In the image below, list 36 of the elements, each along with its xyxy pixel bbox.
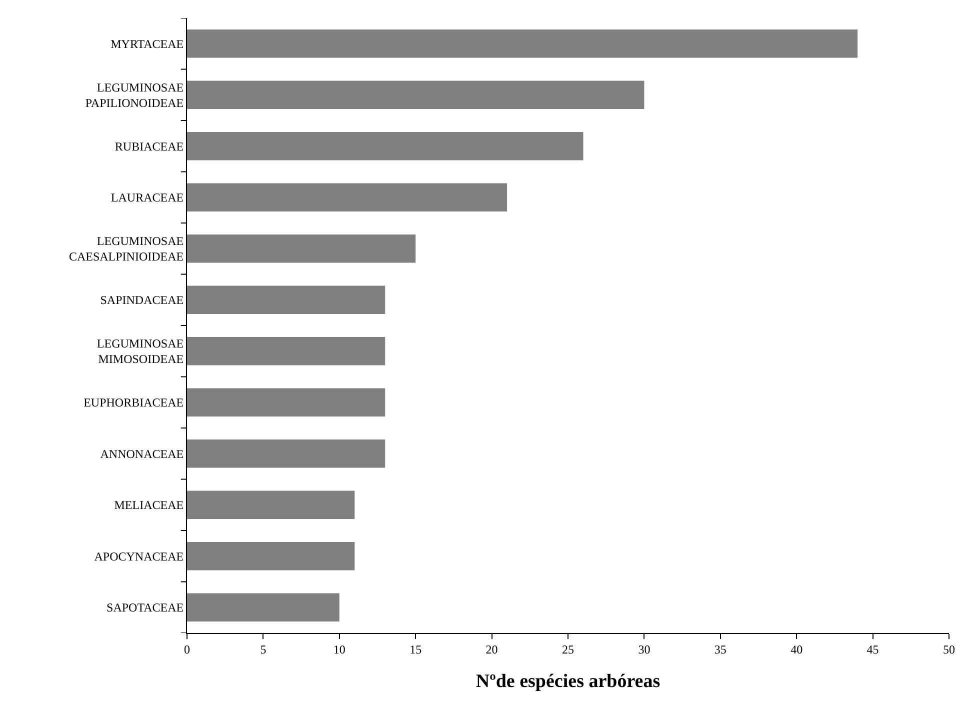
bar [187,30,858,58]
x-tick-label: 10 [333,642,346,656]
x-tick-label: 5 [260,642,266,656]
x-axis-title: Nºde espécies arbóreas [476,671,660,692]
bar [187,132,584,160]
bar [187,80,644,109]
x-tick-label: 45 [866,642,879,656]
y-tick-label: MYRTACEAE [110,36,184,51]
x-tick-label: 20 [486,642,498,656]
bar [187,440,386,468]
bar [187,286,386,314]
y-tick-label: LEGUMINOSAE MIMOSOIDEAE [96,336,184,366]
bar [187,337,386,366]
bar [187,542,355,570]
x-tick-label: 35 [714,642,726,656]
y-tick-label: LEGUMINOSAE PAPILIONOIDEAE [85,80,184,110]
bar [187,234,416,263]
y-tick-label: SAPINDACEAE [100,293,184,308]
y-tick-label: SAPOTACEAE [106,600,184,615]
bar [187,388,386,416]
y-tick-label: MELIACEAE [114,498,184,512]
bar [187,490,355,519]
bar [187,593,340,622]
x-tick-label: 40 [790,642,803,656]
x-tick-label: 25 [562,642,574,656]
y-tick-label: APOCYNACEAE [94,549,184,564]
y-tick-label: ANNONACEAE [100,446,184,461]
x-tick-label: 30 [638,642,650,656]
x-tick-label: 0 [184,642,190,656]
y-tick-label: RUBIACEAE [114,139,184,154]
x-tick-label: 15 [410,642,422,656]
bar [187,183,508,212]
y-tick-label: EUPHORBIACEAE [84,396,184,410]
x-tick-label: 50 [943,642,955,656]
y-tick-label: LAURACEAE [110,190,184,205]
y-tick-label: LEGUMINOSAE CAESALPINIOIDEAE [68,234,184,264]
